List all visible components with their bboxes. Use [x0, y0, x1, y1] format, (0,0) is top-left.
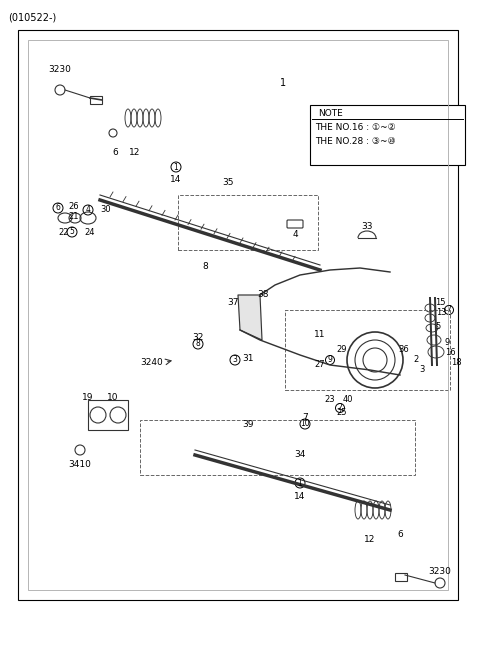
Text: 8: 8: [196, 339, 200, 348]
Text: 6: 6: [56, 203, 60, 213]
Text: 8: 8: [202, 262, 208, 271]
Text: 40: 40: [343, 395, 353, 404]
Text: 18: 18: [451, 358, 461, 367]
Text: 39: 39: [242, 420, 254, 429]
Text: 10: 10: [300, 419, 310, 428]
Text: 32: 32: [192, 333, 204, 342]
Text: 3230: 3230: [429, 567, 451, 576]
Text: 3: 3: [420, 365, 425, 374]
Text: 37: 37: [227, 298, 239, 307]
Text: 12: 12: [364, 535, 376, 544]
Text: 29: 29: [337, 345, 347, 354]
Bar: [28, 40, 448, 590]
Polygon shape: [238, 295, 262, 340]
Text: 38: 38: [257, 290, 269, 299]
Text: 33: 33: [361, 222, 373, 231]
Text: 35: 35: [222, 178, 234, 187]
Text: 5: 5: [435, 322, 441, 331]
Text: 1: 1: [280, 78, 286, 88]
Text: NOTE: NOTE: [318, 109, 343, 118]
Text: 23: 23: [324, 395, 336, 404]
Text: 10: 10: [107, 393, 119, 402]
Text: 12: 12: [129, 148, 141, 157]
Bar: [395, 573, 407, 581]
Bar: [285, 310, 450, 390]
Bar: [178, 195, 318, 250]
Text: 4: 4: [85, 205, 90, 214]
FancyBboxPatch shape: [310, 105, 465, 165]
Text: THE NO.16 : ①~②: THE NO.16 : ①~②: [315, 123, 396, 132]
Text: 22: 22: [58, 228, 69, 237]
Text: 3410: 3410: [69, 460, 91, 469]
Text: 36: 36: [398, 345, 409, 354]
Text: 11: 11: [314, 330, 326, 339]
Text: 1: 1: [174, 162, 179, 172]
Text: 14: 14: [170, 175, 182, 184]
Text: 9: 9: [444, 338, 450, 347]
Text: 6: 6: [397, 530, 403, 539]
Text: 3240: 3240: [141, 358, 163, 367]
Bar: [140, 420, 415, 475]
Text: 24: 24: [84, 228, 95, 237]
Text: 7: 7: [446, 306, 451, 315]
Text: 3: 3: [233, 356, 238, 365]
Text: 31: 31: [242, 354, 254, 363]
Text: 27: 27: [315, 360, 325, 369]
Text: 13: 13: [436, 308, 446, 317]
Text: 6: 6: [112, 148, 118, 157]
Text: 7: 7: [302, 413, 308, 422]
Text: 1: 1: [298, 478, 302, 488]
Text: 2: 2: [413, 355, 419, 364]
Text: 26: 26: [68, 202, 79, 211]
Text: 2: 2: [337, 404, 342, 413]
Text: 25: 25: [337, 408, 347, 417]
Text: 9: 9: [327, 356, 333, 365]
Text: 21: 21: [68, 212, 79, 221]
Text: (010522-): (010522-): [8, 12, 56, 22]
Text: 14: 14: [294, 492, 306, 501]
Text: 30: 30: [100, 205, 110, 214]
Bar: [18, 30, 458, 600]
Text: 3230: 3230: [48, 65, 72, 74]
Text: 5: 5: [70, 227, 74, 237]
Text: THE NO.28 : ③~⑩: THE NO.28 : ③~⑩: [315, 137, 396, 146]
Bar: [90, 96, 102, 104]
Text: 4: 4: [292, 230, 298, 239]
Text: 16: 16: [444, 348, 456, 357]
Text: 15: 15: [435, 298, 445, 307]
Text: 34: 34: [294, 450, 306, 459]
Text: 19: 19: [82, 393, 94, 402]
